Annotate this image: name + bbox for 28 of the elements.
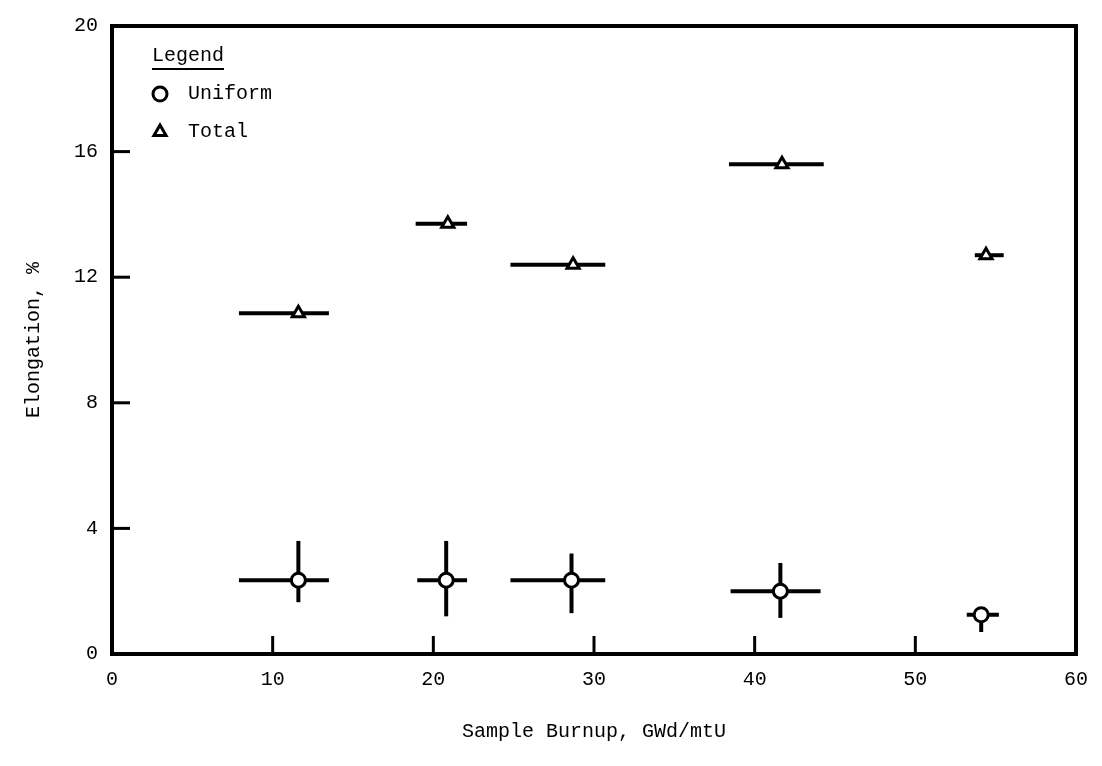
y-tick-label: 12 [73,265,98,289]
legend-label: Uniform [188,82,273,106]
x-tick-label: 20 [421,668,446,692]
y-tick-label: 20 [73,14,98,38]
y-tick-label: 4 [85,516,98,540]
y-axis-title: Elongation, % [22,260,46,419]
y-tick-label: 8 [85,391,98,415]
legend-title: Legend [152,44,225,68]
x-tick-label: 40 [742,668,767,692]
x-tick-label: 10 [260,668,285,692]
point [290,304,306,319]
point [972,606,990,624]
x-axis-title: Sample Burnup, GWd/mtU [461,720,727,744]
x-tick-label: 50 [903,668,928,692]
x-tick-label: 0 [106,668,119,692]
point [774,155,790,170]
x-tick-label: 60 [1063,668,1089,692]
point [440,215,456,229]
x-tick-label: 30 [581,668,607,692]
legend-label: Total [188,120,249,144]
point [978,246,994,261]
point [437,571,455,589]
y-tick-label: 16 [73,139,98,163]
y-tick-label: 0 [85,642,98,666]
point [563,571,581,589]
point [771,582,789,600]
point [289,571,307,589]
point [565,256,581,270]
